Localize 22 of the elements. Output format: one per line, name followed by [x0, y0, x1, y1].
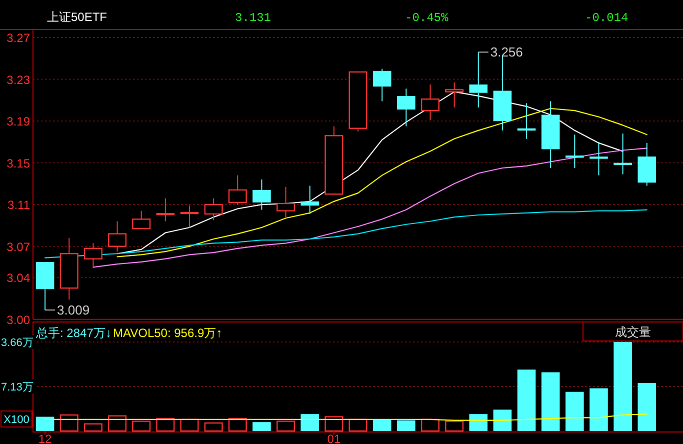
annotation: 3.256 [490, 44, 523, 60]
x-tick-label: 01 [327, 432, 341, 444]
title: 上证50ETF [47, 10, 108, 24]
text: MAVOL50: 956.9万↑ [113, 326, 222, 340]
ytick: 3.15 [6, 156, 30, 170]
ytick: 3.00 [6, 312, 30, 327]
ytick: 3.27 [6, 31, 30, 45]
text: -0.45% [405, 11, 450, 25]
annotation: 3.009 [57, 302, 90, 318]
text: 成交量 [615, 325, 651, 339]
ytick: 3.19 [6, 114, 30, 129]
ref-label: 3.66万 [1, 337, 34, 349]
ref-label: 7.13万 [1, 382, 34, 394]
text: 总手: 2847万↓ [35, 326, 112, 340]
ytick: 3.11 [8, 198, 30, 212]
text: -0.014 [585, 11, 628, 25]
x-tick-label: 12 [38, 432, 52, 444]
ytick: 3.07 [6, 240, 30, 254]
ytick: 3.04 [6, 271, 30, 286]
text: 3.131 [235, 11, 272, 25]
ytick: 3.23 [6, 72, 30, 87]
text: X100 [4, 414, 30, 426]
